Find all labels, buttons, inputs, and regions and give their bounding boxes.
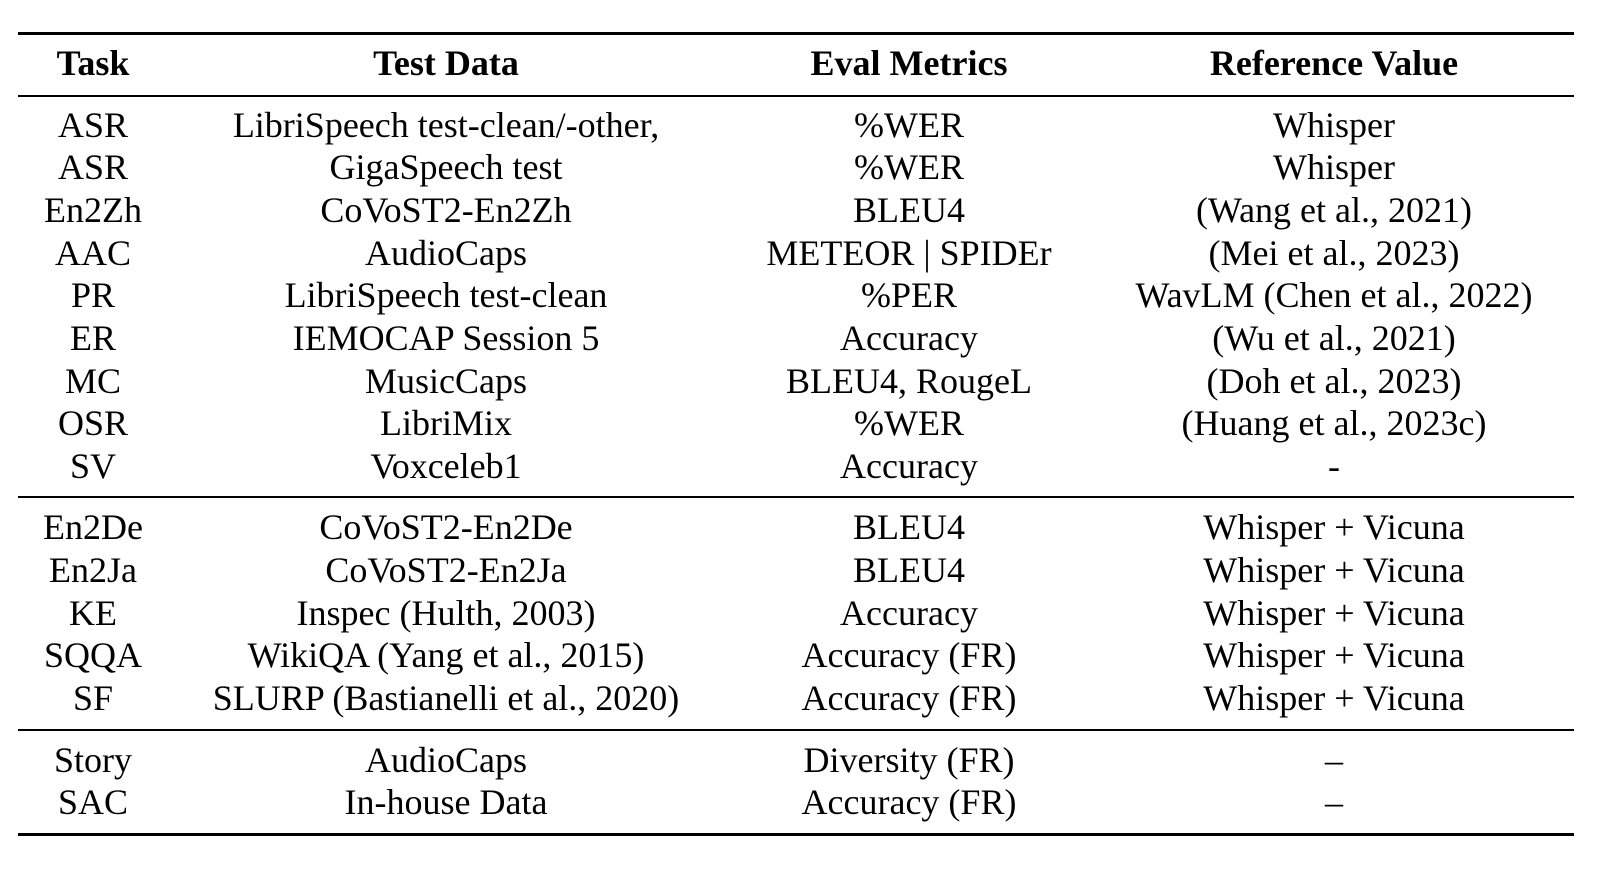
table-row: ER IEMOCAP Session 5 Accuracy (Wu et al.… xyxy=(18,317,1574,360)
reference-value-cell: Whisper + Vicuna xyxy=(1203,593,1465,633)
test-data-cell: AudioCaps xyxy=(365,233,527,273)
reference-value-cell: (Doh et al., 2023) xyxy=(1206,361,1462,401)
eval-metrics-cell: %PER xyxy=(860,275,957,315)
reference-value-cell: Whisper xyxy=(1273,147,1395,187)
task-cell: KE xyxy=(69,593,117,633)
task-cell: En2De xyxy=(43,507,143,547)
reference-value-cell: Whisper xyxy=(1273,105,1395,145)
test-data-cell: AudioCaps xyxy=(365,740,527,780)
eval-metrics-cell: METEOR | SPIDEr xyxy=(766,233,1052,273)
test-data-cell: LibriSpeech test-clean/-other, xyxy=(232,105,660,145)
header-row: Task Test Data Eval Metrics Reference Va… xyxy=(18,42,1574,85)
header-test-data: Test Data xyxy=(373,43,519,83)
eval-metrics-cell: %WER xyxy=(854,105,964,145)
task-cell: PR xyxy=(70,275,116,315)
test-data-cell: LibriMix xyxy=(380,403,512,443)
task-cell: En2Ja xyxy=(49,550,137,590)
test-data-cell: WikiQA (Yang et al., 2015) xyxy=(247,635,645,675)
header-reference-value: Reference Value xyxy=(1209,43,1459,83)
task-cell: SQQA xyxy=(43,635,142,675)
reference-value-cell: Whisper + Vicuna xyxy=(1203,550,1465,590)
test-data-cell: In-house Data xyxy=(344,782,548,822)
task-cell: OSR xyxy=(57,403,129,443)
table-row: SQQA WikiQA (Yang et al., 2015) Accuracy… xyxy=(18,634,1574,677)
eval-metrics-cell: %WER xyxy=(854,147,964,187)
table-row: ASR LibriSpeech test-clean/-other, %WER … xyxy=(18,104,1574,147)
task-cell: En2Zh xyxy=(44,190,142,230)
table-row: ASR GigaSpeech test %WER Whisper xyxy=(18,146,1574,189)
group-divider xyxy=(18,496,1574,498)
test-data-cell: Inspec (Hulth, 2003) xyxy=(296,593,596,633)
table-row: KE Inspec (Hulth, 2003) Accuracy Whisper… xyxy=(18,592,1574,635)
top-rule xyxy=(18,32,1574,35)
table-row: SF SLURP (Bastianelli et al., 2020) Accu… xyxy=(18,677,1574,720)
task-cell: ASR xyxy=(57,105,129,145)
eval-metrics-cell: Accuracy xyxy=(840,318,978,358)
table-row: Story AudioCaps Diversity (FR) – xyxy=(18,739,1574,782)
eval-metrics-cell: BLEU4 xyxy=(853,550,965,590)
eval-metrics-cell: %WER xyxy=(854,403,964,443)
header-rule xyxy=(18,95,1574,97)
test-data-cell: IEMOCAP Session 5 xyxy=(292,318,600,358)
eval-metrics-cell: Accuracy (FR) xyxy=(801,782,1017,822)
table-row: En2Zh CoVoST2-En2Zh BLEU4 (Wang et al., … xyxy=(18,189,1574,232)
task-cell: SAC xyxy=(57,782,129,822)
bottom-rule xyxy=(18,833,1574,836)
task-cell: ER xyxy=(69,318,116,358)
reference-value-cell: (Wu et al., 2021) xyxy=(1212,318,1456,358)
test-data-cell: CoVoST2-En2Ja xyxy=(325,550,567,590)
task-cell: ASR xyxy=(57,147,129,187)
table-row: SV Voxceleb1 Accuracy - xyxy=(18,445,1574,488)
reference-value-cell: – xyxy=(1325,782,1343,822)
reference-value-cell: - xyxy=(1328,446,1340,486)
table-row: MC MusicCaps BLEU4, RougeL (Doh et al., … xyxy=(18,360,1574,403)
table-row: En2De CoVoST2-En2De BLEU4 Whisper + Vicu… xyxy=(18,506,1574,549)
reference-value-cell: Whisper + Vicuna xyxy=(1203,507,1465,547)
reference-value-cell: (Mei et al., 2023) xyxy=(1208,233,1460,273)
header-task: Task xyxy=(56,43,130,83)
table-row: PR LibriSpeech test-clean %PER WavLM (Ch… xyxy=(18,274,1574,317)
eval-metrics-cell: BLEU4, RougeL xyxy=(786,361,1032,401)
eval-metrics-cell: BLEU4 xyxy=(853,507,965,547)
eval-metrics-cell: Accuracy (FR) xyxy=(801,635,1017,675)
eval-metrics-cell: Accuracy xyxy=(840,446,978,486)
test-data-cell: GigaSpeech test xyxy=(329,147,563,187)
reference-value-cell: WavLM (Chen et al., 2022) xyxy=(1135,275,1533,315)
test-data-cell: Voxceleb1 xyxy=(370,446,522,486)
task-cell: SF xyxy=(72,678,114,718)
task-cell: AAC xyxy=(54,233,131,273)
test-data-cell: CoVoST2-En2Zh xyxy=(320,190,572,230)
table-row: SAC In-house Data Accuracy (FR) – xyxy=(18,781,1574,824)
task-cell: MC xyxy=(64,361,122,401)
header-eval-metrics: Eval Metrics xyxy=(810,43,1008,83)
eval-metrics-cell: Diversity (FR) xyxy=(803,740,1015,780)
test-data-cell: LibriSpeech test-clean xyxy=(284,275,608,315)
task-cell: Story xyxy=(53,740,132,780)
reference-value-cell: Whisper + Vicuna xyxy=(1203,678,1465,718)
test-data-cell: SLURP (Bastianelli et al., 2020) xyxy=(212,678,680,718)
reference-value-cell: (Huang et al., 2023c) xyxy=(1181,403,1487,443)
test-data-cell: CoVoST2-En2De xyxy=(319,507,573,547)
eval-metrics-cell: Accuracy (FR) xyxy=(801,678,1017,718)
group-divider xyxy=(18,729,1574,731)
eval-metrics-cell: Accuracy xyxy=(840,593,978,633)
test-data-cell: MusicCaps xyxy=(365,361,527,401)
reference-value-cell: – xyxy=(1325,740,1343,780)
table-row: AAC AudioCaps METEOR | SPIDEr (Mei et al… xyxy=(18,232,1574,275)
reference-value-cell: Whisper + Vicuna xyxy=(1203,635,1465,675)
table-row: OSR LibriMix %WER (Huang et al., 2023c) xyxy=(18,402,1574,445)
table-row: En2Ja CoVoST2-En2Ja BLEU4 Whisper + Vicu… xyxy=(18,549,1574,592)
eval-metrics-cell: BLEU4 xyxy=(853,190,965,230)
reference-value-cell: (Wang et al., 2021) xyxy=(1195,190,1472,230)
task-cell: SV xyxy=(69,446,117,486)
